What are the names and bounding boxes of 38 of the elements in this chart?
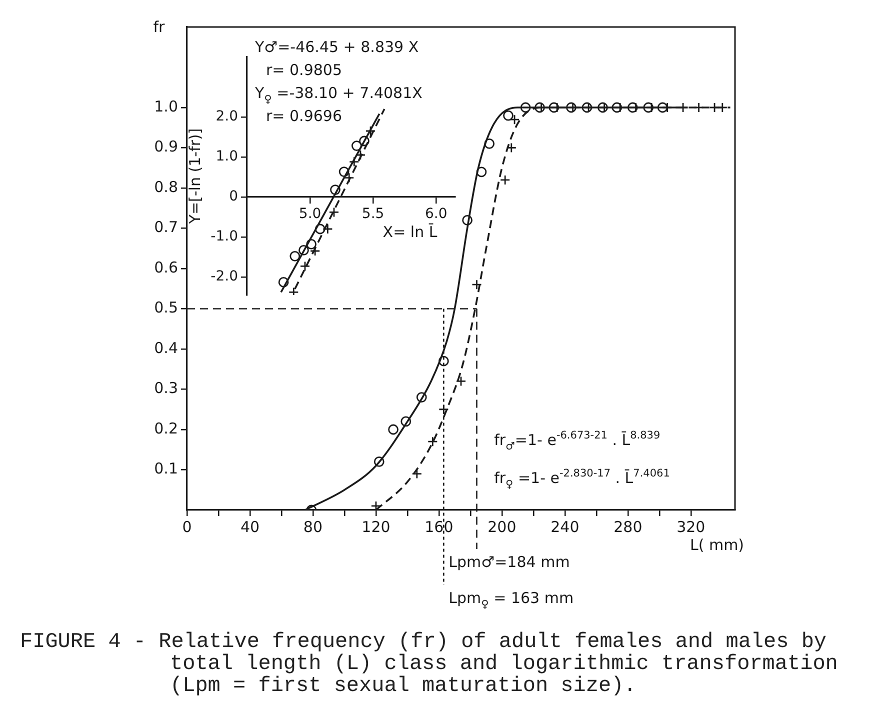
x-tick-label: 120 (362, 518, 390, 536)
x-tick-label: 240 (550, 518, 580, 536)
ref-line-label: Lpm♂=184 mm (448, 553, 570, 571)
x-tick-label: 160 (424, 518, 454, 536)
y-tick-label: 1.0 (216, 148, 238, 165)
y-tick-label: 0.3 (154, 379, 178, 398)
x-tick-label: 280 (614, 518, 642, 536)
x-axis-title: X= ln L̄ (382, 222, 438, 241)
x-tick-label: 80 (303, 518, 323, 536)
y-tick-label: 0.7 (154, 218, 178, 236)
y-tick-label: 0.4 (154, 338, 178, 357)
y-tick-label: -2.0 (210, 268, 238, 285)
y-tick-label: -1.0 (210, 228, 238, 245)
x-tick-label: 5.5 (362, 206, 384, 222)
y-tick-label: 0.6 (154, 258, 178, 276)
y-tick-label: 0.5 (154, 298, 178, 317)
x-axis-title: L( mm) (690, 536, 744, 554)
x-tick-label: 6.0 (424, 206, 448, 222)
annotation: r= 0.9696 (266, 107, 342, 125)
annotation: r= 0.9805 (266, 61, 342, 79)
y-axis-title: Y=[-ln (1-fr)] (186, 128, 204, 225)
y-tick-label: 2.0 (216, 108, 238, 125)
y-tick-label: 1.0 (154, 97, 178, 116)
x-tick-label: 320 (676, 518, 706, 536)
x-tick-label: 0 (182, 518, 192, 536)
ref-line-label: Lpm♀ = 163 mm (448, 589, 574, 610)
y-axis-title: fr (153, 18, 166, 36)
caption: FIGURE 4 - Relative frequency (fr) of adult females and males by total length (L) class and logarithmic transformation (Lpm = first sexual maturation size). (20, 631, 839, 698)
y-tick-label: 0.1 (154, 460, 178, 478)
y-tick-label: 0.8 (154, 178, 178, 196)
y-tick-label: 0.2 (154, 419, 178, 438)
y-tick-label: 0 (229, 188, 238, 205)
x-tick-label: 200 (488, 518, 516, 536)
x-tick-label: 5.0 (298, 206, 322, 222)
annotation: Y♀ =-38.10 + 7.4081X (254, 84, 422, 106)
x-tick-label: 40 (240, 518, 260, 536)
y-tick-label: 0.9 (154, 138, 178, 156)
annotation: Y♂=-46.45 + 8.839 X (254, 38, 419, 56)
